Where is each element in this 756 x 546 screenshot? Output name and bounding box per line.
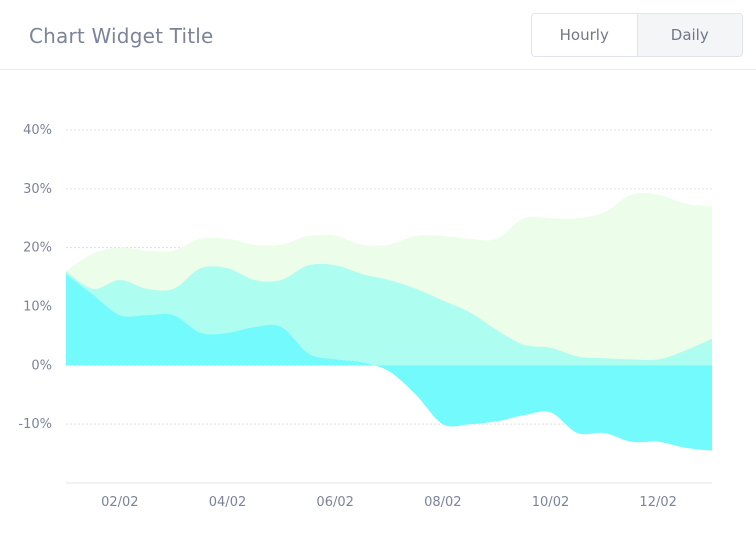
- x-tick-label: 10/02: [532, 495, 569, 510]
- x-tick-label: 02/02: [101, 495, 138, 510]
- x-tick-label: 08/02: [424, 495, 461, 510]
- y-tick-label: -10%: [18, 417, 52, 432]
- y-axis-ticks: -10% 0% 10% 20% 30% 40%: [18, 123, 52, 432]
- x-tick-label: 04/02: [209, 495, 246, 510]
- daily-button[interactable]: Daily: [637, 14, 742, 56]
- area-series: [66, 193, 712, 451]
- y-tick-label: 0%: [31, 358, 52, 373]
- x-tick-label: 06/02: [316, 495, 353, 510]
- hourly-button[interactable]: Hourly: [532, 14, 638, 56]
- y-tick-label: 10%: [23, 300, 52, 315]
- area-chart: -10% 0% 10% 20% 30% 40% 02/02 04/02 06/02 08/02 1…: [18, 123, 712, 510]
- x-tick-label: 12/02: [639, 495, 676, 510]
- time-range-toggle: Hourly Daily: [531, 13, 743, 57]
- y-tick-label: 30%: [23, 182, 52, 197]
- widget-title: Chart Widget Title: [29, 24, 214, 48]
- x-axis-ticks: 02/02 04/02 06/02 08/02 10/02 12/02: [101, 495, 677, 510]
- y-tick-label: 40%: [23, 123, 52, 138]
- widget-header: Chart Widget Title Hourly Daily: [0, 0, 756, 70]
- area-series-3: [66, 274, 712, 451]
- y-tick-label: 20%: [23, 241, 52, 256]
